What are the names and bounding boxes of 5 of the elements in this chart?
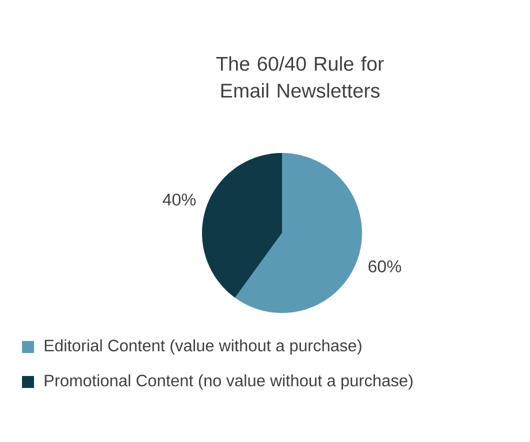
chart-title: The 60/40 Rule for Email Newsletters — [216, 56, 384, 98]
legend-label: Editorial Content (value without a purchase) — [44, 339, 362, 355]
data-label: 40% — [162, 194, 196, 206]
legend-label: Promotional Content (no value without a purchase) — [44, 374, 412, 390]
data-label: 60% — [368, 260, 402, 272]
